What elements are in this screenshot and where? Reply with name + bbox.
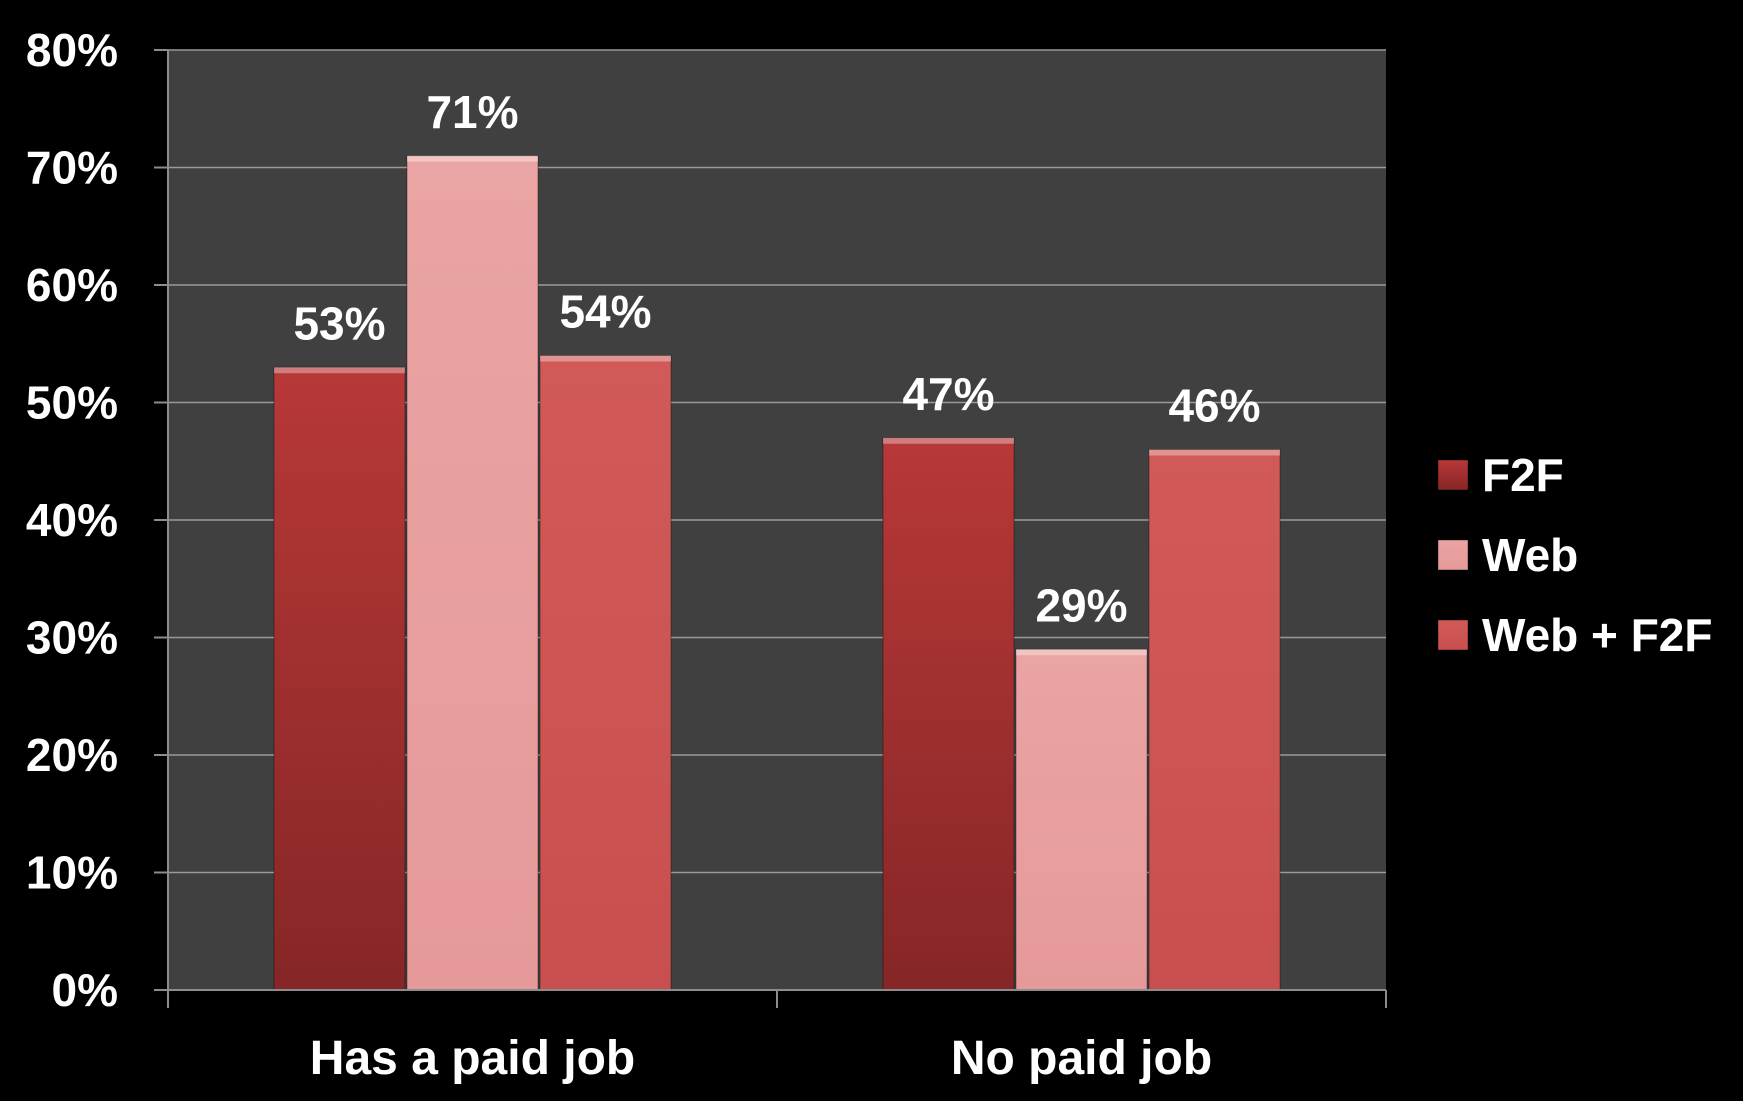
x-category-label: Has a paid job — [310, 1032, 635, 1085]
y-tick-label: 40% — [26, 494, 118, 546]
bar-highlight — [883, 437, 1014, 444]
y-tick-label: 30% — [26, 612, 118, 664]
bar-highlight — [1149, 449, 1280, 456]
legend-swatch — [1437, 539, 1469, 571]
data-label: 46% — [1168, 380, 1260, 432]
legend: F2F Web Web + F2F — [1437, 449, 1712, 661]
bar — [1015, 648, 1148, 991]
bars — [273, 155, 1281, 991]
axes: 0% 10% 20% 30% 40% 50% 60% 70% 80% Has a paid job… — [26, 24, 1387, 1085]
bar-highlight — [407, 155, 538, 162]
bar — [273, 366, 406, 991]
y-tick-label: 20% — [26, 729, 118, 781]
y-tick-label: 50% — [26, 377, 118, 429]
legend-swatch — [1437, 619, 1469, 651]
y-tick-label: 80% — [26, 24, 118, 76]
data-label: 47% — [902, 368, 994, 420]
x-category-label: No paid job — [951, 1032, 1212, 1085]
legend-label: F2F — [1482, 449, 1564, 501]
bar — [539, 355, 672, 991]
bar-highlight — [540, 355, 671, 362]
data-label: 53% — [293, 297, 385, 349]
y-tick-label: 60% — [26, 259, 118, 311]
bar — [882, 437, 1015, 991]
legend-label: Web + F2F — [1482, 609, 1712, 661]
data-label: 54% — [559, 286, 651, 338]
bar-highlight — [1016, 649, 1147, 656]
y-tick-label: 10% — [26, 847, 118, 899]
legend-label: Web — [1482, 529, 1578, 581]
data-label: 71% — [426, 86, 518, 138]
y-tick-label: 0% — [52, 964, 118, 1016]
bar-highlight — [274, 367, 405, 374]
bar — [1148, 449, 1281, 991]
y-tick-label: 70% — [26, 142, 118, 194]
data-label: 29% — [1035, 579, 1127, 631]
bar — [406, 155, 539, 991]
data-labels: 53% 71% 54% 47% 29% 46% — [293, 86, 1260, 632]
legend-swatch — [1437, 459, 1469, 491]
